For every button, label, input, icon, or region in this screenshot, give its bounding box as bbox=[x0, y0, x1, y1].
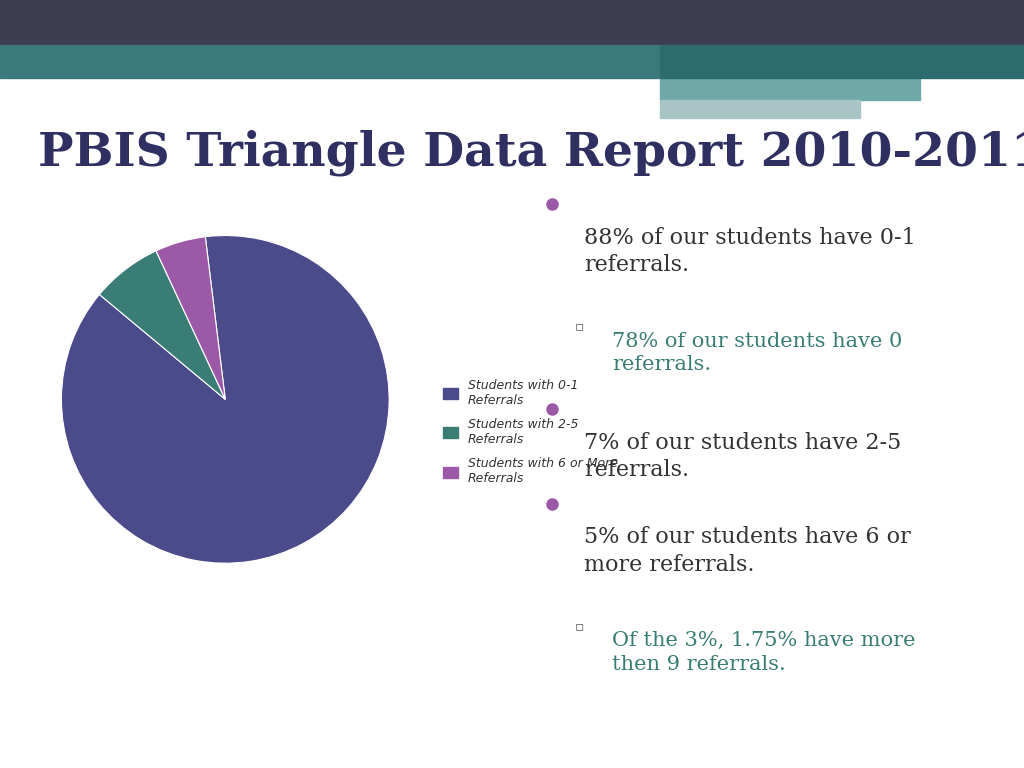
Text: 88% of our students have 0-1
referrals.: 88% of our students have 0-1 referrals. bbox=[584, 227, 915, 276]
Bar bbox=[0, 0, 1024, 45]
Text: ▫: ▫ bbox=[574, 319, 585, 333]
Bar bbox=[660, 45, 1024, 78]
Text: 7% of our students have 2-5
referrals.: 7% of our students have 2-5 referrals. bbox=[584, 432, 901, 481]
Text: Of the 3%, 1.75% have more
then 9 referrals.: Of the 3%, 1.75% have more then 9 referr… bbox=[612, 631, 915, 674]
Legend: Students with 0-1
Referrals, Students with 2-5
Referrals, Students with 6 or Mor: Students with 0-1 Referrals, Students wi… bbox=[436, 372, 624, 492]
Wedge shape bbox=[99, 251, 225, 399]
Bar bbox=[660, 100, 860, 118]
Bar bbox=[0, 45, 660, 78]
Text: ▫: ▫ bbox=[574, 619, 585, 633]
Wedge shape bbox=[61, 236, 389, 563]
Text: 78% of our students have 0
referrals.: 78% of our students have 0 referrals. bbox=[612, 332, 902, 374]
Text: 5% of our students have 6 or
more referrals.: 5% of our students have 6 or more referr… bbox=[584, 527, 911, 575]
Text: PBIS Triangle Data Report 2010-2011: PBIS Triangle Data Report 2010-2011 bbox=[38, 130, 1024, 177]
Wedge shape bbox=[156, 237, 225, 399]
Bar bbox=[660, 78, 920, 100]
